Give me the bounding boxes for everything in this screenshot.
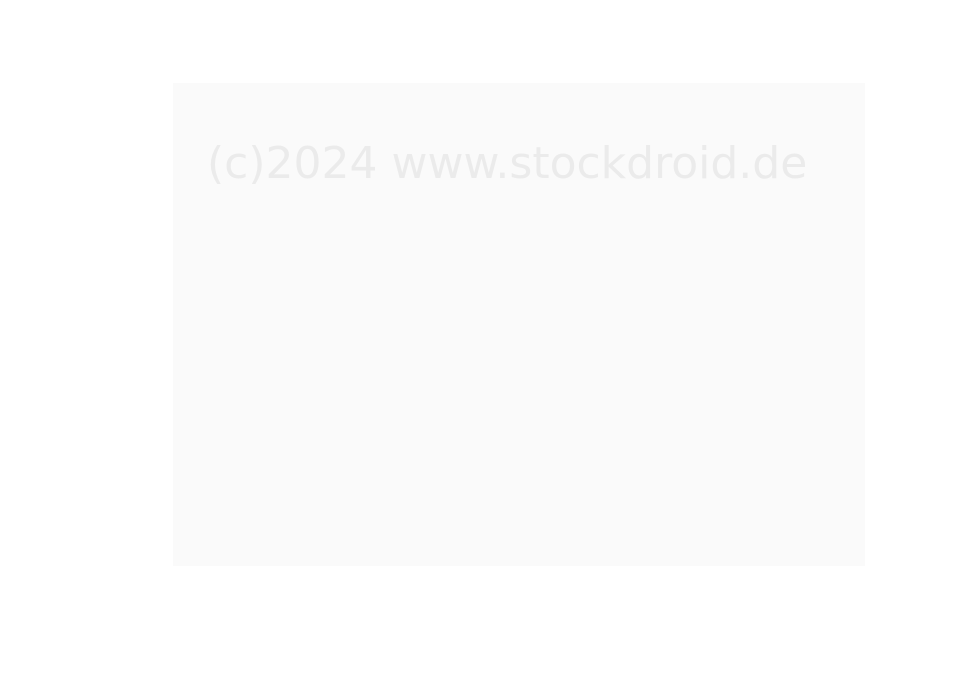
watermark: (c)2024 www.stockdroid.de bbox=[207, 138, 807, 189]
plot-background bbox=[173, 83, 865, 566]
